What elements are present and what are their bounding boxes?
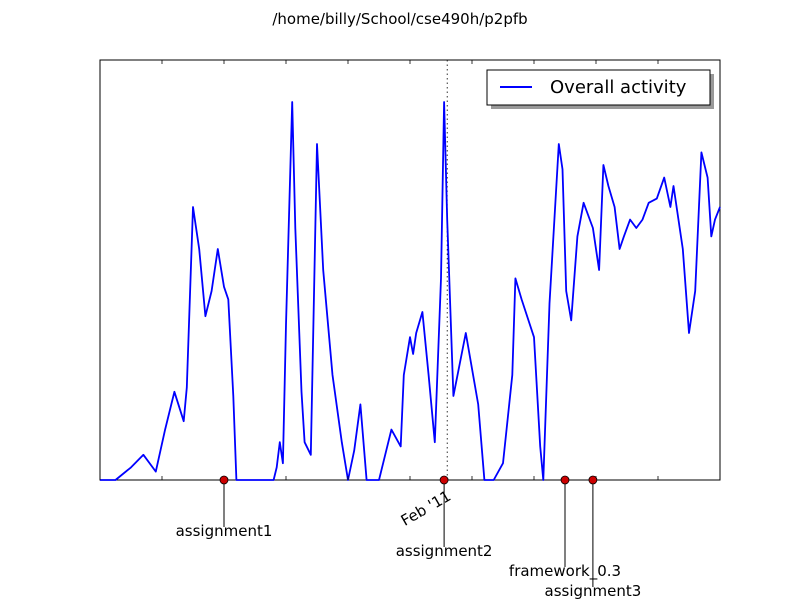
- event-marker: [219, 475, 229, 485]
- event-label: framework_0.3: [509, 562, 621, 581]
- plot-frame: [99, 59, 721, 481]
- legend-label: Overall activity: [550, 77, 687, 98]
- chart-title: /home/billy/School/cse490h/p2pfb: [272, 10, 527, 28]
- event-marker: [560, 475, 570, 485]
- event-label: assignment3: [545, 582, 642, 600]
- legend: Overall activity: [486, 69, 714, 109]
- plot-area: assignment1 assignment2 framework_0.3assig…: [99, 59, 721, 600]
- overall-activity-line: [100, 101, 721, 481]
- event-marker: [588, 475, 598, 485]
- event-markers: assignment1 assignment2 framework_0.3assig…: [176, 475, 642, 600]
- event-label: assignment1: [176, 522, 273, 540]
- event-label: assignment2: [396, 542, 493, 560]
- event-marker: [439, 475, 449, 485]
- x-tick-label-feb11: Feb '11: [398, 487, 454, 530]
